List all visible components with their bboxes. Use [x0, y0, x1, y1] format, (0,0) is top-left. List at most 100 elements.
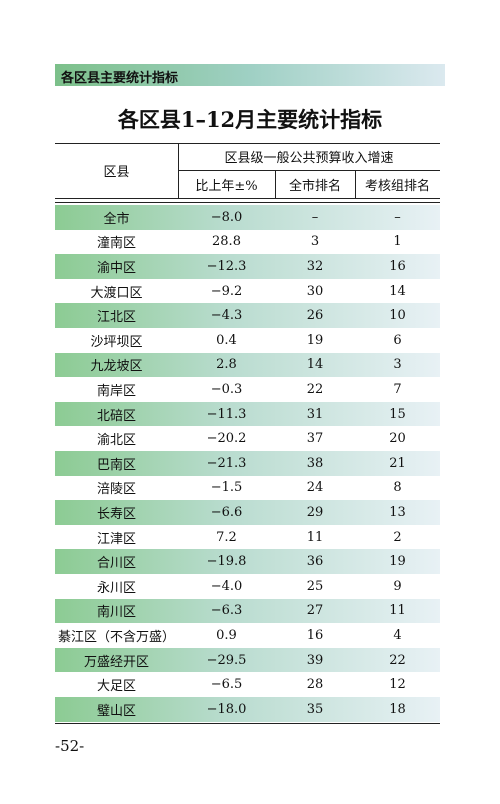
- row-shade: [55, 697, 440, 722]
- value-cell: 12: [389, 677, 406, 693]
- group-header: 区县级一般公共预算收入增速: [224, 151, 394, 166]
- value-cell: −20.2: [206, 431, 247, 447]
- value-cell: 32: [306, 258, 324, 274]
- value-cell: −6.5: [210, 677, 243, 693]
- table: 全市 −8.0– – 潼南区 28.8 3 1 渝中区 −12.3 32 16 大渡口区 −9.2 30 1…: [55, 143, 440, 724]
- district-cell: 大渡口区: [90, 285, 143, 301]
- value-cell: 21: [389, 455, 406, 471]
- value-cell: 18: [389, 701, 406, 717]
- value-cell: 26: [306, 308, 324, 324]
- rule: [178, 170, 440, 171]
- value-cell: 36: [306, 554, 324, 570]
- value-cell: 2: [393, 529, 402, 545]
- value-cell: 0.4: [216, 332, 237, 348]
- value-cell: −9.2: [210, 283, 243, 299]
- sub-header: 比上年±%: [195, 178, 258, 194]
- value-cell: −4.3: [210, 308, 243, 324]
- value-cell: −6.3: [210, 603, 243, 619]
- district-cell: 南川区: [96, 605, 136, 621]
- value-cell: 3: [393, 357, 402, 373]
- district-cell: 璧山区: [96, 703, 136, 719]
- district-cell: 永川区: [96, 580, 136, 596]
- value-cell: –: [394, 209, 401, 225]
- value-cell: 35: [306, 701, 324, 717]
- value-cell: 13: [389, 504, 406, 520]
- table-title: 各区县1–12月主要统计指标: [117, 107, 383, 132]
- value-cell: −19.8: [206, 554, 247, 570]
- value-cell: 27: [306, 603, 324, 619]
- value-cell: 22: [306, 381, 324, 397]
- value-cell: 10: [389, 308, 406, 324]
- value-cell: −18.0: [206, 701, 247, 717]
- rule: [55, 198, 440, 199]
- value-cell: −21.3: [206, 455, 247, 471]
- district-cell: 北碚区: [96, 408, 136, 424]
- value-cell: 0.9: [216, 627, 237, 643]
- row-shade: [55, 549, 440, 574]
- rule: [178, 143, 179, 198]
- district-cell: 江北区: [96, 310, 136, 326]
- value-cell: 20: [389, 431, 406, 447]
- district-cell: 渝中区: [96, 260, 136, 276]
- row-shade: [55, 352, 440, 378]
- section-band: 各区县主要统计指标: [55, 64, 445, 86]
- rule: [55, 202, 440, 203]
- value-cell: 7.2: [216, 529, 237, 545]
- value-cell: −1.5: [210, 480, 243, 496]
- value-cell: 3: [310, 234, 320, 250]
- value-cell: 31: [306, 406, 324, 422]
- row-shade: [55, 303, 440, 328]
- district-cell: 渝北区: [96, 433, 136, 449]
- district-cell: 涪陵区: [96, 482, 136, 498]
- district-cell: 江津区: [96, 531, 136, 547]
- value-cell: −0.3: [210, 381, 243, 397]
- value-cell: 25: [306, 578, 324, 594]
- rule: [55, 722, 440, 724]
- column-header: 区县: [103, 165, 130, 180]
- value-cell: −11.3: [206, 406, 247, 422]
- value-cell: 2.8: [216, 357, 237, 373]
- row-shade: [55, 254, 440, 279]
- value-cell: 38: [306, 455, 324, 471]
- district-cell: 长寿区: [96, 506, 136, 522]
- row-shade: [55, 500, 440, 525]
- district-cell: 巴南区: [96, 457, 136, 473]
- value-cell: 1: [393, 234, 402, 250]
- row-shade: [55, 647, 440, 673]
- value-cell: 4: [393, 627, 402, 643]
- value-cell: −6.6: [210, 504, 243, 520]
- value-cell: 8: [393, 480, 402, 496]
- value-cell: 16: [306, 627, 324, 643]
- value-cell: −12.3: [206, 258, 247, 274]
- district-cell: 合川区: [96, 556, 136, 572]
- value-cell: −8.0: [210, 209, 243, 225]
- value-cell: 19: [389, 554, 406, 570]
- value-cell: 15: [389, 406, 406, 422]
- value-cell: 28.8: [212, 234, 241, 250]
- row-shade: [55, 451, 440, 476]
- value-cell: 16: [389, 258, 406, 274]
- rule: [355, 170, 356, 198]
- value-cell: 7: [393, 381, 402, 397]
- value-cell: 14: [306, 357, 324, 373]
- section-title: 各区县主要统计指标: [61, 71, 179, 86]
- sub-header: 全市排名: [288, 178, 341, 194]
- district-cell: 大足区: [96, 679, 136, 695]
- value-cell: −4.0: [210, 578, 243, 594]
- value-cell: 28: [306, 677, 324, 693]
- value-cell: 30: [306, 283, 324, 299]
- district-cell: 綦江区（不含万盛）: [57, 629, 175, 645]
- value-cell: 11: [389, 603, 406, 619]
- value-cell: –: [311, 209, 319, 225]
- value-cell: −29.5: [206, 652, 247, 668]
- value-cell: 19: [306, 332, 324, 348]
- rule: [55, 143, 440, 144]
- value-cell: 11: [306, 529, 324, 545]
- value-cell: 39: [306, 652, 324, 668]
- row-shade: [55, 401, 440, 427]
- value-cell: 9: [393, 578, 402, 594]
- district-cell: 万盛经开区: [83, 654, 149, 670]
- district-cell: 潼南区: [96, 236, 136, 252]
- district-cell: 南岸区: [96, 383, 136, 399]
